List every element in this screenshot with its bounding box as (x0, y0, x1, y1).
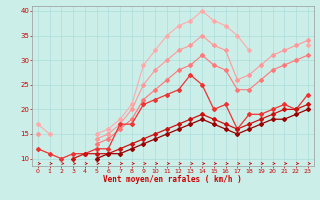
X-axis label: Vent moyen/en rafales ( km/h ): Vent moyen/en rafales ( km/h ) (103, 175, 242, 184)
